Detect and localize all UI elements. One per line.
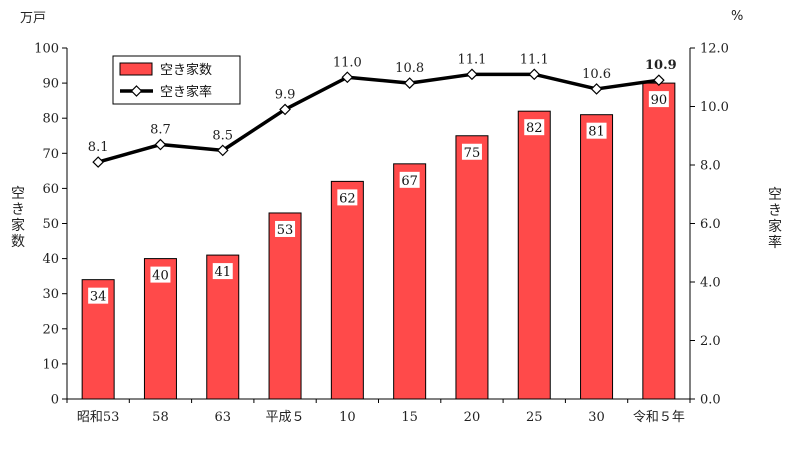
bar-label-bg	[648, 91, 669, 108]
rate-label: 11.0	[333, 55, 362, 70]
rate-label: 11.1	[457, 52, 486, 67]
rate-label: 8.7	[150, 123, 171, 138]
y-right-tick-label: 8.0	[700, 159, 721, 174]
bar-label-bg	[586, 122, 607, 139]
rate-point	[528, 68, 541, 81]
bar	[642, 82, 676, 400]
rate-label: 8.5	[212, 128, 233, 143]
rate-point	[403, 77, 416, 89]
bar	[268, 212, 302, 400]
rate-point	[341, 71, 354, 84]
bar-label: 67	[401, 174, 418, 189]
axes: 0 10 20 30 40 50 60 70 80 90 100 0.0 2.0 4.0 6.0 8.0 10.…	[11, 9, 782, 425]
y-left-tick-label: 30	[42, 287, 59, 302]
y-right-tick-label: 6.0	[700, 217, 721, 232]
rate-point	[92, 156, 104, 168]
x-tick-label: 平成５	[266, 410, 305, 425]
bar-label: 41	[214, 265, 231, 280]
bar	[580, 114, 614, 400]
rate-point	[653, 74, 665, 87]
x-tick-label: 20	[464, 410, 481, 425]
x-tick-label: 25	[526, 410, 543, 425]
x-tick-label: 63	[214, 410, 231, 425]
y-left-unit: 万戸	[20, 11, 46, 26]
bar-label-bg	[275, 220, 296, 237]
y-right-tick-label: 12.0	[700, 42, 729, 57]
rate-label: 10.6	[582, 67, 611, 82]
bar-label-bg	[399, 171, 420, 188]
y-right-title: 空き家率	[768, 187, 782, 251]
bars	[81, 82, 676, 400]
bar	[517, 110, 551, 400]
y-left-tick-label: 20	[42, 322, 59, 337]
rate-point	[466, 68, 478, 81]
x-tick-label: 58	[152, 410, 169, 425]
legend-swatch-marker	[130, 85, 143, 97]
x-tick-label: 10	[339, 410, 356, 425]
x-tick-label: 昭和53	[77, 410, 120, 425]
rate-point	[154, 138, 167, 151]
y-left-tick-label: 70	[42, 147, 59, 162]
bar-labels: 34 40 41 53 62 67 75 82 81 90	[88, 91, 669, 305]
y-right-unit: %	[731, 9, 743, 24]
bar-label-bg	[524, 119, 545, 136]
y-left-tick-label: 50	[42, 217, 59, 232]
y-left-tick-label: 90	[42, 77, 59, 92]
y-left-tick-label: 100	[34, 42, 59, 57]
x-tick-label: 30	[588, 410, 605, 425]
y-left-tick-label: 60	[42, 182, 59, 197]
legend-label-line: 空き家率	[160, 84, 212, 100]
bar-label: 62	[339, 191, 356, 206]
bar-label: 90	[651, 93, 668, 108]
bar-label-bg	[461, 143, 482, 160]
y-left-tick-label: 40	[42, 252, 59, 267]
y-left-tick-label: 10	[42, 357, 59, 372]
legend-swatch-bar	[119, 62, 153, 76]
bar-label: 53	[277, 223, 294, 238]
y-right-tick-label: 10.0	[700, 100, 729, 115]
bar	[455, 135, 489, 400]
rate-label: 11.1	[520, 52, 549, 67]
bar-label: 82	[526, 121, 543, 136]
rate-label: 10.8	[395, 61, 424, 76]
y-right-tick-label: 2.0	[700, 334, 721, 349]
bar-label: 34	[90, 290, 107, 305]
bar-label: 75	[464, 146, 481, 161]
rate-label: 10.9	[645, 58, 677, 73]
y-left-tick-label: 80	[42, 112, 59, 127]
bar	[393, 163, 427, 400]
x-tick-label: 15	[401, 410, 418, 425]
y-left-tick-label: 0	[51, 393, 59, 408]
y-right-tick-label: 4.0	[700, 276, 721, 291]
rate-line	[92, 68, 665, 168]
bar-label-bg	[150, 266, 171, 283]
rate-label: 9.9	[275, 87, 296, 102]
bar	[330, 180, 364, 400]
rate-series-line	[97, 72, 660, 164]
rate-point	[279, 103, 291, 116]
bar-label-bg	[337, 189, 358, 206]
x-tick-label: 令和５年	[633, 410, 685, 425]
bar-label-bg	[212, 263, 233, 280]
legend-label-bar: 空き家数	[160, 62, 212, 78]
bar-label: 81	[588, 125, 605, 140]
y-right-tick-label: 0.0	[700, 393, 721, 408]
rate-point	[216, 144, 229, 157]
rate-labels: 8.1 8.7 8.5 9.9 11.0 10.8 11.1 11.1 10.6 10.9	[88, 52, 677, 155]
rate-point	[590, 83, 603, 95]
rate-label: 8.1	[88, 140, 109, 155]
bar-label-bg	[88, 287, 109, 304]
bar-label: 40	[152, 269, 169, 284]
y-left-title: 空き家数	[11, 186, 25, 250]
